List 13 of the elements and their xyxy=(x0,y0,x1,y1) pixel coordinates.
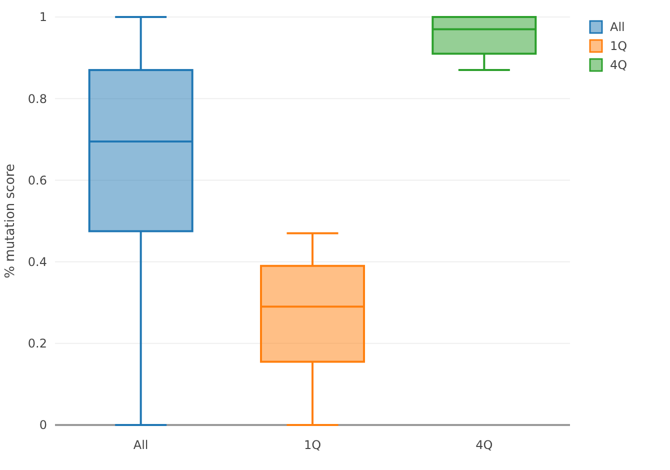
y-tick-label: 0.8 xyxy=(28,92,47,106)
x-tick-label: All xyxy=(133,438,148,452)
y-tick-label: 0.4 xyxy=(28,255,47,269)
legend-label: 1Q xyxy=(610,39,628,54)
y-tick-label: 1 xyxy=(39,10,47,24)
x-tick-label: 1Q xyxy=(304,438,322,452)
x-tick-label: 4Q xyxy=(476,438,493,452)
y-tick-label: 0 xyxy=(39,418,47,432)
y-axis-title: % mutation score xyxy=(3,164,18,278)
y-tick-label: 0.6 xyxy=(28,173,47,188)
legend-label: All xyxy=(610,20,625,34)
y-tick-label: 0.2 xyxy=(28,336,47,351)
legend-label: 4Q xyxy=(610,58,628,72)
